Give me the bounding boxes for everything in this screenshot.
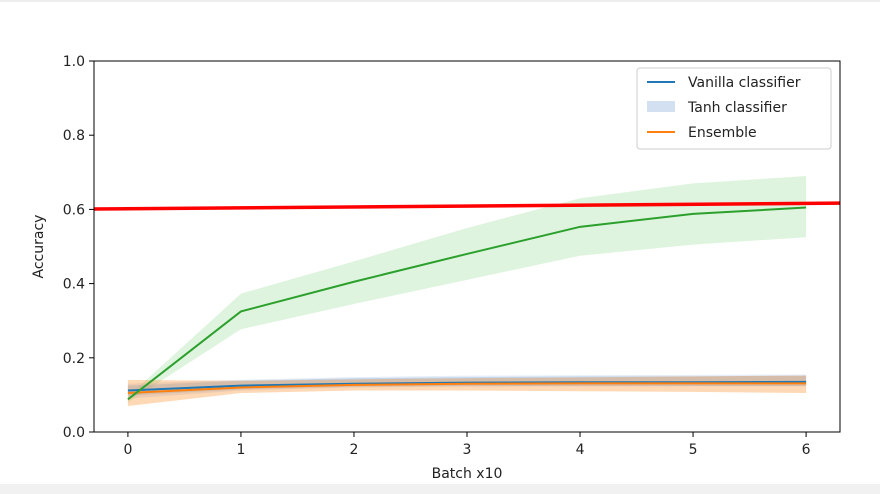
red-reference-line: [93, 201, 841, 211]
confidence-bands: [127, 176, 807, 407]
legend-label-ensemble: Ensemble: [688, 125, 757, 141]
y-tick-label: 1.0: [63, 54, 85, 70]
reference-line-group: [93, 201, 841, 211]
x-tick-label: 6: [802, 442, 811, 458]
legend-swatch-tanh-classifier: [647, 101, 675, 112]
x-tick-label: 0: [123, 442, 132, 458]
series-4-band: [127, 176, 807, 403]
ensemble-line: [127, 382, 807, 395]
y-tick-label: 0.4: [63, 277, 85, 293]
legend: Vanilla classifier Tanh classifier Ensembl…: [636, 67, 832, 150]
legend-label-tanh-classifier: Tanh classifier: [687, 100, 787, 116]
tanh-classifier-band: [127, 374, 807, 399]
vanilla-classifier-line: [127, 380, 807, 392]
y-tick-label: 0.6: [63, 202, 85, 218]
legend-label-vanilla-classifier: Vanilla classifier: [688, 75, 801, 91]
x-tick-label: 3: [463, 442, 472, 458]
x-tick-label: 5: [689, 442, 698, 458]
y-tick-label: 0.8: [63, 128, 85, 144]
series-4-line: [127, 206, 807, 401]
y-axis-ticks: 0.0 0.2 0.4 0.6 0.8 1.0: [63, 54, 94, 441]
y-tick-label: 0.0: [63, 425, 85, 441]
bottom-strip: [0, 484, 880, 494]
vanilla-classifier-band: [127, 375, 807, 396]
x-tick-label: 2: [350, 442, 359, 458]
y-axis-label: Accuracy: [31, 215, 47, 279]
series-lines: [127, 206, 807, 401]
x-axis-label: Batch x10: [432, 466, 503, 482]
top-strip: [0, 0, 880, 2]
x-tick-label: 1: [236, 442, 245, 458]
x-tick-label: 4: [576, 442, 585, 458]
legend-box: [636, 67, 832, 150]
x-axis-ticks: 0 1 2 3 4 5 6: [123, 432, 811, 458]
y-tick-label: 0.2: [63, 351, 85, 367]
